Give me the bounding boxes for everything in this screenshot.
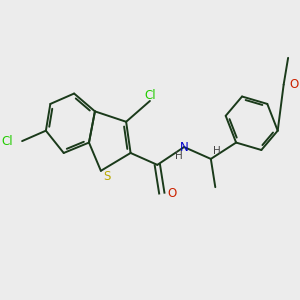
Text: S: S bbox=[104, 170, 111, 183]
Text: O: O bbox=[289, 78, 298, 91]
Text: Cl: Cl bbox=[144, 89, 156, 102]
Text: O: O bbox=[167, 187, 176, 200]
Text: H: H bbox=[175, 151, 183, 161]
Text: H: H bbox=[213, 146, 221, 156]
Text: N: N bbox=[180, 140, 188, 154]
Text: Cl: Cl bbox=[2, 135, 13, 148]
